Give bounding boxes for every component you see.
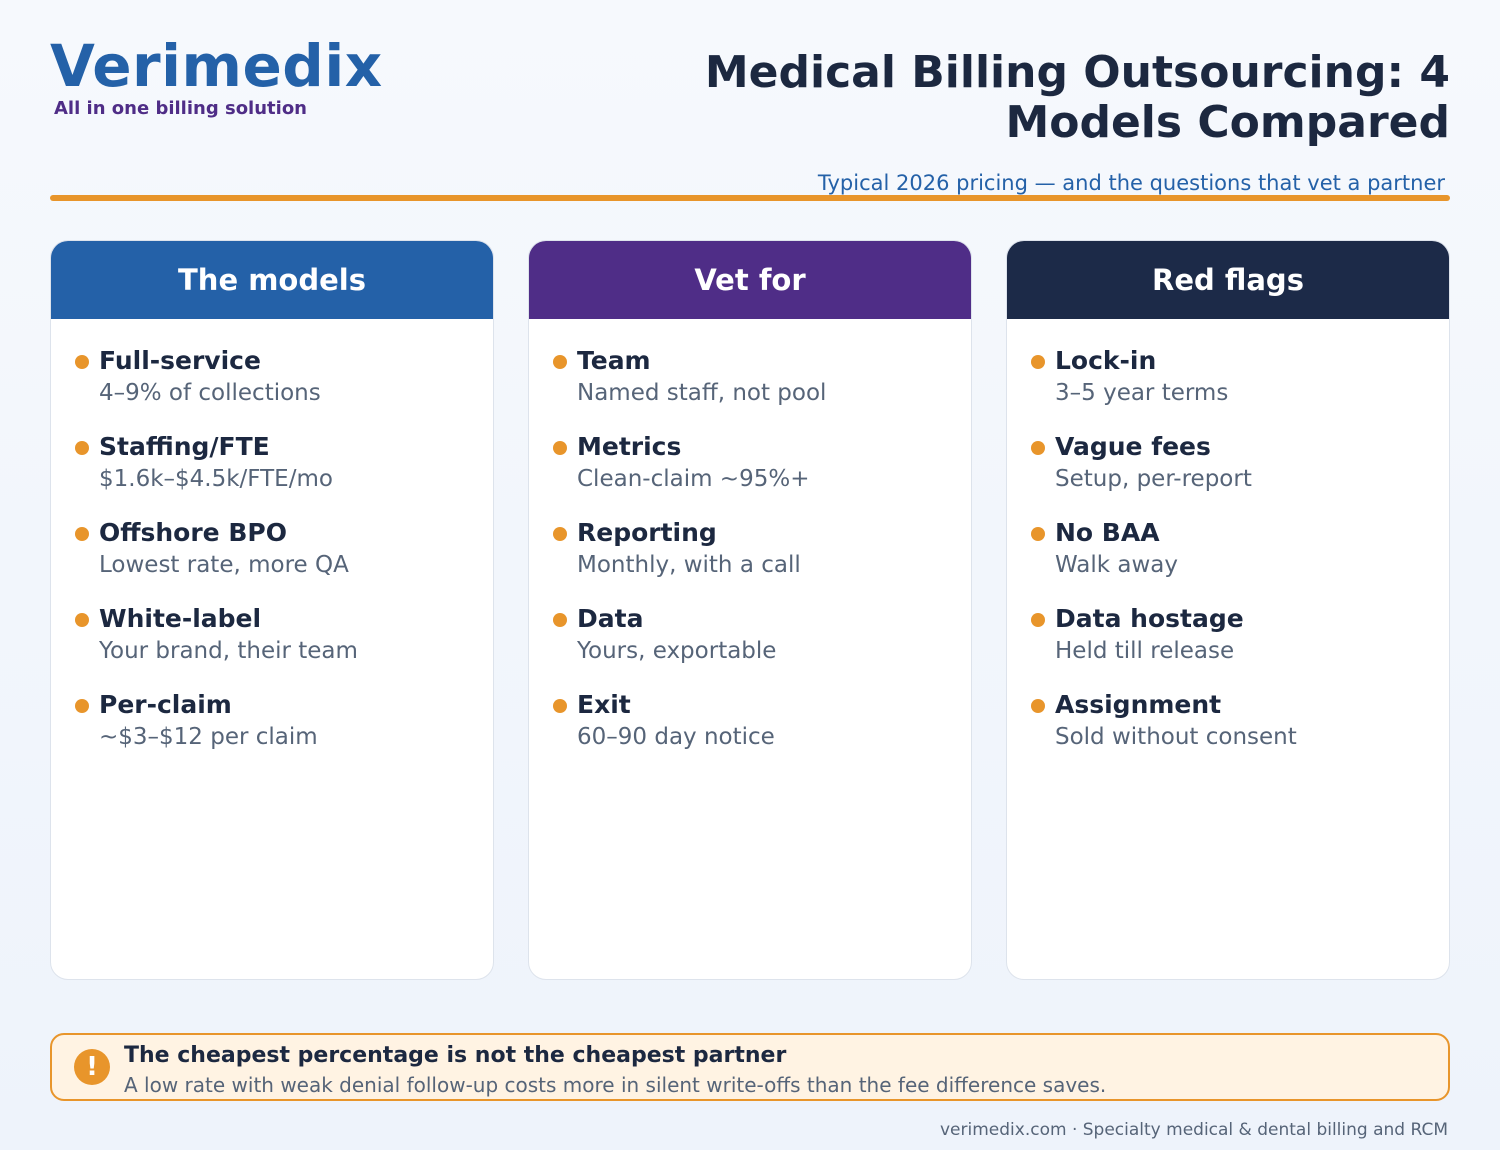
item-description: Setup, per-report [1055,466,1252,492]
list-item: Reporting Monthly, with a call [553,517,947,603]
brand: Verimedix All in one billing solution [50,34,383,119]
item-description: ~$3–$12 per claim [99,724,318,750]
item-title: Exit [577,690,631,719]
footer-text: verimedix.com · Specialty medical & dent… [940,1120,1448,1140]
item-description: Yours, exportable [577,638,777,664]
page-subtitle: Typical 2026 pricing — and the questions… [817,171,1445,195]
item-title: Lock-in [1055,346,1157,375]
item-description: Your brand, their team [99,638,358,664]
bullet-dot-icon [75,527,89,541]
list-item: Exit 60–90 day notice [553,689,947,775]
vet-for-card-heading: Vet for [529,241,971,319]
item-title: White-label [99,604,262,633]
bullet-dot-icon [553,613,567,627]
bullet-dot-icon [553,527,567,541]
bullet-dot-icon [75,441,89,455]
bullet-dot-icon [1031,527,1045,541]
bullet-dot-icon [75,613,89,627]
bullet-dot-icon [75,699,89,713]
item-title: Reporting [577,518,717,547]
list-item: Team Named staff, not pool [553,345,947,431]
red-flags-card: Red flags Lock-in 3–5 year terms Vague fe… [1006,240,1450,980]
callout-box: ! The cheapest percentage is not the che… [50,1033,1450,1101]
list-item: No BAA Walk away [1031,517,1425,603]
models-card-heading: The models [51,241,493,319]
list-item: Assignment Sold without consent [1031,689,1425,775]
bullet-dot-icon [1031,699,1045,713]
callout-title: The cheapest percentage is not the cheap… [124,1043,787,1068]
list-item: White-label Your brand, their team [75,603,469,689]
page-title-line-2: Models Compared [1005,97,1450,148]
list-item: Metrics Clean-claim ~95%+ [553,431,947,517]
item-description: Held till release [1055,638,1235,664]
list-item: Data Yours, exportable [553,603,947,689]
page-title-line-1: Medical Billing Outsourcing: 4 [704,47,1450,98]
item-title: Data [577,604,644,633]
models-card: The models Full-service 4–9% of collectio… [50,240,494,980]
bullet-dot-icon [553,441,567,455]
item-description: 4–9% of collections [99,380,321,406]
item-description: Clean-claim ~95%+ [577,466,810,492]
bullet-dot-icon [75,355,89,369]
red-flags-card-heading: Red flags [1007,241,1449,319]
item-description: Walk away [1055,552,1178,578]
models-list: Full-service 4–9% of collections Staffing… [51,319,493,775]
bullet-dot-icon [553,355,567,369]
list-item: Full-service 4–9% of collections [75,345,469,431]
list-item: Vague fees Setup, per-report [1031,431,1425,517]
bullet-dot-icon [1031,613,1045,627]
item-description: Named staff, not pool [577,380,827,406]
item-title: Metrics [577,432,682,461]
list-item: Lock-in 3–5 year terms [1031,345,1425,431]
item-title: Team [577,346,651,375]
list-item: Per-claim ~$3–$12 per claim [75,689,469,775]
exclamation-icon: ! [74,1049,110,1085]
brand-tagline: All in one billing solution [54,98,307,119]
list-item: Data hostage Held till release [1031,603,1425,689]
bullet-dot-icon [1031,441,1045,455]
list-item: Offshore BPO Lowest rate, more QA [75,517,469,603]
item-title: Per-claim [99,690,232,719]
bullet-dot-icon [1031,355,1045,369]
item-description: $1.6k–$4.5k/FTE/mo [99,466,333,492]
item-title: Data hostage [1055,604,1244,633]
brand-logo-text: Verimedix [50,32,383,100]
callout-text: A low rate with weak denial follow-up co… [124,1073,1107,1097]
item-description: 60–90 day notice [577,724,775,750]
item-description: Sold without consent [1055,724,1297,750]
item-title: No BAA [1055,518,1160,547]
item-title: Assignment [1055,690,1222,719]
red-flags-list: Lock-in 3–5 year terms Vague fees Setup, p… [1007,319,1449,775]
vet-for-card: Vet for Team Named staff, not pool Metric… [528,240,972,980]
item-description: 3–5 year terms [1055,380,1229,406]
item-title: Offshore BPO [99,518,287,547]
item-description: Monthly, with a call [577,552,801,578]
header-divider [50,195,1450,201]
page-title: Medical Billing Outsourcing: 4 Models Co… [590,48,1450,148]
item-title: Full-service [99,346,261,375]
item-title: Vague fees [1055,432,1211,461]
list-item: Staffing/FTE $1.6k–$4.5k/FTE/mo [75,431,469,517]
bullet-dot-icon [553,699,567,713]
item-title: Staffing/FTE [99,432,270,461]
vet-for-list: Team Named staff, not pool Metrics Clean-c… [529,319,971,775]
item-description: Lowest rate, more QA [99,552,349,578]
